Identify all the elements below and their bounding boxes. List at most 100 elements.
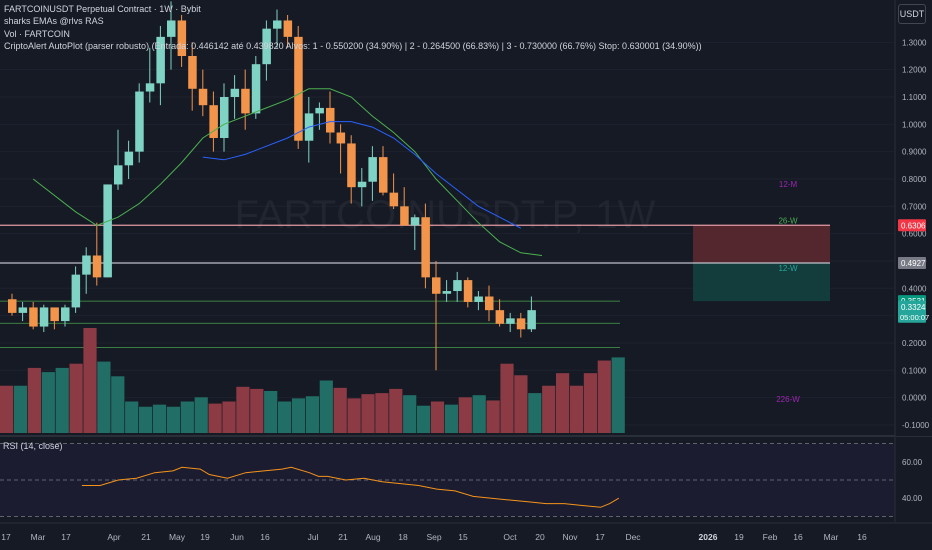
candle-body — [527, 310, 536, 330]
time-axis[interactable]: 17 Mar 17 Apr 21 May 19 Jun 16 Jul 21 Aug 18 Sep 15 Oct… — [0, 522, 932, 550]
volume-bar — [417, 405, 431, 433]
candle-body — [251, 64, 261, 114]
candle-body — [114, 165, 123, 185]
time-tick-label: Feb — [763, 532, 778, 542]
ema-fast-line — [32, 88, 543, 256]
price-badge-label: 0.6306 — [901, 221, 926, 230]
time-tick-label: Jul — [308, 532, 319, 542]
volume-bar — [83, 328, 97, 433]
volume-bar — [41, 372, 55, 433]
candle-body — [124, 151, 134, 166]
time-tick-label: Apr — [107, 532, 120, 542]
price-tick-label: -0.1000 — [902, 421, 930, 430]
volume-bar — [0, 385, 14, 433]
volume-bar — [430, 401, 445, 433]
volume-bar — [569, 385, 584, 433]
price-badge — [898, 256, 926, 269]
time-tick-label: Nov — [562, 532, 578, 542]
price-tick-label: 0.0000 — [902, 394, 927, 403]
countdown-label: 05:00:07 — [900, 313, 929, 322]
candle-body — [50, 307, 59, 322]
candle-body — [474, 296, 483, 302]
zone-label: 26-W — [778, 217, 798, 226]
time-tick-label: Jun — [230, 532, 244, 542]
price-tick-label: 0.2000 — [902, 339, 927, 348]
volume-bar — [180, 401, 194, 433]
ema-lines — [32, 88, 543, 256]
zone-label: 12-W — [778, 264, 798, 273]
ema-slow-line — [202, 121, 522, 229]
rsi-tick-label: 60.00 — [902, 458, 923, 467]
price-tick-label: 1.1000 — [902, 93, 927, 102]
candle-body — [453, 280, 462, 292]
volume-bar — [583, 373, 597, 433]
price-tick-label: 0.9000 — [902, 148, 927, 157]
volume-bar — [27, 367, 41, 433]
volume-bar — [389, 388, 403, 433]
candle-body — [357, 181, 367, 188]
target-zone — [693, 262, 830, 302]
time-tick-label: 17 — [61, 532, 71, 542]
volume-bar — [597, 360, 611, 433]
volume-bar — [291, 398, 306, 433]
candle-body — [389, 192, 399, 207]
candle-body — [198, 88, 208, 106]
currency-button[interactable]: USDT — [898, 4, 926, 24]
grid-lines — [0, 41, 895, 426]
volume-bar — [361, 394, 375, 433]
candle-body — [61, 307, 70, 322]
candle-body — [273, 20, 282, 29]
price-axis[interactable]: 1.3000 1.2000 1.1000 1.0000 0.9000 0.8000 0.70… — [894, 0, 932, 436]
time-tick-label: Dec — [625, 532, 641, 542]
volume-bar — [514, 375, 528, 433]
price-tick-label: 1.0000 — [902, 120, 927, 129]
candle-body — [379, 157, 388, 193]
price-badge — [898, 219, 926, 232]
volume-bar — [500, 363, 514, 433]
time-tick-label: 19 — [734, 532, 744, 542]
candle-body — [336, 132, 346, 144]
chart-legend: FARTCOINUSDT Perpetual Contract · 1W · B… — [4, 3, 702, 52]
time-tick-label: 17 — [595, 532, 605, 542]
indicator-autoplot-label[interactable]: CriptoAlert AutoPlot (parser robusto) (E… — [4, 40, 702, 51]
volume-bar — [166, 406, 180, 433]
volume-bar — [264, 391, 278, 433]
volume-bar — [152, 404, 167, 433]
candle-body — [209, 105, 218, 138]
indicator-ema-label[interactable]: sharks EMAs @rlvs RAS — [4, 16, 104, 27]
volume-bar — [542, 385, 556, 433]
candlesticks[interactable] — [8, 1, 536, 371]
price-axis-bg — [895, 0, 932, 436]
time-tick-label: Sep — [426, 532, 441, 542]
time-tick-label: 21 — [338, 532, 348, 542]
candle-body — [177, 20, 187, 56]
volume-bar — [194, 397, 208, 433]
candle-body — [103, 184, 112, 278]
candle-body — [516, 318, 526, 330]
price-badge — [898, 300, 926, 323]
volume-bar — [319, 380, 333, 433]
price-tick-label: 0.8000 — [902, 175, 927, 184]
price-tick-label: 0.6000 — [902, 230, 927, 239]
indicator-volume-label[interactable]: Vol · FARTCOIN — [4, 28, 70, 39]
symbol-title[interactable]: FARTCOINUSDT Perpetual Contract · 1W · B… — [4, 4, 201, 14]
candle-body — [92, 255, 102, 278]
rsi-line — [81, 466, 620, 508]
candle-body — [156, 36, 165, 84]
volume-bar — [556, 373, 570, 433]
rsi-label[interactable]: RSI (14, close) — [3, 441, 63, 451]
candle-body — [463, 280, 473, 302]
volume-bar — [139, 406, 153, 433]
time-tick-label: Mar — [31, 532, 46, 542]
candle-body — [368, 157, 377, 182]
candle-body — [315, 107, 324, 114]
rsi-pane[interactable]: 60.00 40.00 — [0, 435, 932, 522]
volume-bar — [250, 388, 264, 433]
time-tick-label: 17 — [1, 532, 11, 542]
rsi-tick-label: 40.00 — [902, 494, 923, 503]
candle-body — [495, 310, 505, 324]
volume-bar — [305, 396, 319, 433]
volume-bar — [278, 401, 292, 433]
